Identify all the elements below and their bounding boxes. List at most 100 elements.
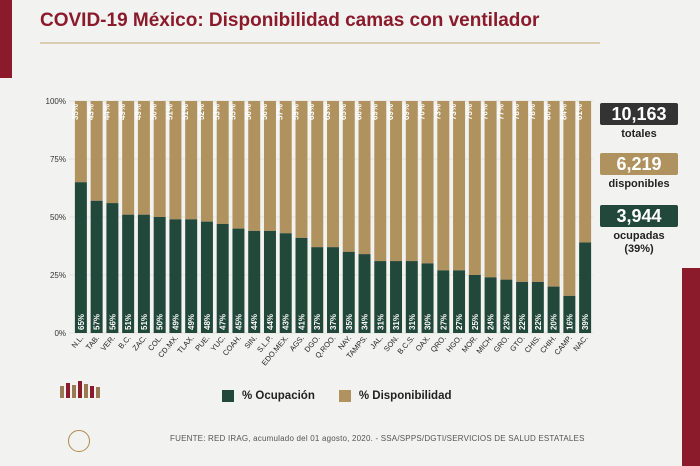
bar-disponibilidad bbox=[295, 101, 308, 238]
bar-ocupacion bbox=[263, 230, 276, 333]
bar-ocupacion bbox=[153, 217, 166, 333]
bar-disponibilidad bbox=[216, 101, 229, 224]
bar-ocupacion bbox=[453, 270, 466, 333]
data-label-disponibilidad: 78% bbox=[528, 104, 537, 120]
data-label-disponibilidad: 75% bbox=[465, 104, 474, 120]
data-label-disponibilidad: 73% bbox=[449, 104, 458, 120]
data-label-disponibilidad: 49% bbox=[118, 104, 127, 120]
chart-title: COVID-19 México: Disponibilidad camas co… bbox=[40, 10, 540, 31]
x-category-label: NAC. bbox=[571, 334, 589, 354]
data-label-ocupacion: 37% bbox=[313, 314, 322, 330]
data-label-disponibilidad: 63% bbox=[323, 104, 332, 120]
data-label-ocupacion: 25% bbox=[471, 314, 480, 330]
data-label-disponibilidad: 73% bbox=[433, 104, 442, 120]
data-label-disponibilidad: 80% bbox=[544, 104, 553, 120]
bar-ocupacion bbox=[531, 281, 544, 333]
data-label-ocupacion: 31% bbox=[408, 314, 417, 330]
data-label-ocupacion: 45% bbox=[234, 314, 243, 330]
stacked-bar-chart: 0% 25% 50% 75% 100% 65% 35% N.L. 57% 43% TAB. 56% 44… bbox=[46, 97, 593, 367]
bar-disponibilidad bbox=[468, 101, 481, 275]
data-label-disponibilidad: 63% bbox=[307, 104, 316, 120]
bar-ocupacion bbox=[468, 275, 481, 333]
bar-disponibilidad bbox=[279, 101, 292, 234]
data-label-disponibilidad: 50% bbox=[150, 104, 159, 120]
bar-ocupacion bbox=[390, 261, 403, 333]
data-label-ocupacion: 30% bbox=[424, 314, 433, 330]
bar-disponibilidad bbox=[169, 101, 182, 220]
data-label-disponibilidad: 35% bbox=[71, 104, 80, 120]
bar-ocupacion bbox=[200, 221, 213, 333]
legend-swatch-disponibilidad bbox=[338, 390, 351, 402]
x-category-label: TLAX. bbox=[175, 334, 195, 356]
data-label-disponibilidad: 76% bbox=[481, 104, 490, 120]
data-label-disponibilidad: 70% bbox=[418, 104, 427, 120]
bar-ocupacion bbox=[500, 279, 513, 333]
data-label-ocupacion: 27% bbox=[455, 314, 464, 330]
bar-disponibilidad bbox=[263, 101, 276, 231]
government-emblem-icon bbox=[60, 381, 100, 398]
bar-ocupacion bbox=[185, 219, 198, 333]
data-label-ocupacion: 27% bbox=[439, 314, 448, 330]
bar-ocupacion bbox=[484, 277, 497, 333]
data-label-ocupacion: 24% bbox=[487, 314, 496, 330]
seal-icon bbox=[68, 430, 90, 452]
y-tick-label: 50% bbox=[50, 213, 66, 222]
chart-legend: % Ocupación % Disponibilidad bbox=[222, 390, 452, 402]
data-label-disponibilidad: 52% bbox=[197, 104, 206, 120]
data-label-disponibilidad: 59% bbox=[291, 104, 300, 120]
legend-item-ocupacion: % Ocupación bbox=[222, 390, 315, 402]
x-category-label: ZAC. bbox=[131, 334, 149, 353]
y-tick-label: 75% bbox=[50, 155, 66, 164]
data-label-disponibilidad: 69% bbox=[402, 104, 411, 120]
title-divider bbox=[40, 42, 600, 44]
data-label-ocupacion: 48% bbox=[203, 314, 212, 330]
bar-disponibilidad bbox=[421, 101, 434, 264]
data-label-ocupacion: 22% bbox=[518, 314, 527, 330]
bar-disponibilidad bbox=[311, 101, 324, 248]
bar-ocupacion bbox=[516, 281, 529, 333]
bar-ocupacion bbox=[311, 247, 324, 333]
accent-bar-left bbox=[0, 0, 12, 78]
x-category-label: TAB. bbox=[84, 334, 101, 352]
bar-disponibilidad bbox=[484, 101, 497, 278]
x-category-label: VER. bbox=[99, 334, 117, 353]
bar-ocupacion bbox=[90, 200, 103, 333]
bar-ocupacion bbox=[74, 182, 87, 333]
data-label-ocupacion: 65% bbox=[77, 314, 86, 330]
data-label-ocupacion: 31% bbox=[376, 314, 385, 330]
bar-disponibilidad bbox=[516, 101, 529, 282]
bar-ocupacion bbox=[342, 251, 355, 333]
legend-label-ocupacion: % Ocupación bbox=[242, 390, 315, 402]
ocupadas-percent: (39%) bbox=[624, 243, 654, 255]
data-label-disponibilidad: 78% bbox=[512, 104, 521, 120]
bar-disponibilidad bbox=[327, 101, 339, 248]
y-tick-label: 100% bbox=[46, 97, 66, 106]
disponibles-label: disponibles bbox=[608, 178, 670, 190]
bar-ocupacion bbox=[327, 247, 339, 333]
data-label-disponibilidad: 43% bbox=[87, 104, 96, 120]
bar-ocupacion bbox=[106, 203, 119, 333]
data-label-disponibilidad: 51% bbox=[181, 104, 190, 120]
bar-ocupacion bbox=[169, 219, 182, 333]
data-label-ocupacion: 34% bbox=[361, 314, 370, 330]
data-label-ocupacion: 16% bbox=[565, 314, 574, 330]
data-label-disponibilidad: 56% bbox=[260, 104, 269, 120]
data-label-ocupacion: 57% bbox=[93, 314, 102, 330]
data-label-disponibilidad: 53% bbox=[213, 104, 222, 120]
accent-bar-right bbox=[682, 268, 700, 466]
ocupadas-value: 3,944 bbox=[600, 205, 678, 227]
data-label-ocupacion: 47% bbox=[219, 314, 228, 330]
data-label-ocupacion: 49% bbox=[187, 314, 196, 330]
x-category-label: HGO. bbox=[444, 334, 463, 354]
data-label-disponibilidad: 55% bbox=[228, 104, 237, 120]
data-label-ocupacion: 56% bbox=[108, 314, 117, 330]
data-label-ocupacion: 51% bbox=[124, 314, 133, 330]
bar-disponibilidad bbox=[453, 101, 466, 271]
bar-disponibilidad bbox=[248, 101, 261, 231]
bar-ocupacion bbox=[421, 263, 434, 333]
data-label-ocupacion: 44% bbox=[266, 314, 275, 330]
bar-disponibilidad bbox=[232, 101, 245, 229]
data-label-ocupacion: 49% bbox=[171, 314, 180, 330]
source-footer: FUENTE: RED IRAG, acumulado del 01 agost… bbox=[170, 434, 585, 443]
legend-label-disponibilidad: % Disponibilidad bbox=[358, 390, 452, 402]
